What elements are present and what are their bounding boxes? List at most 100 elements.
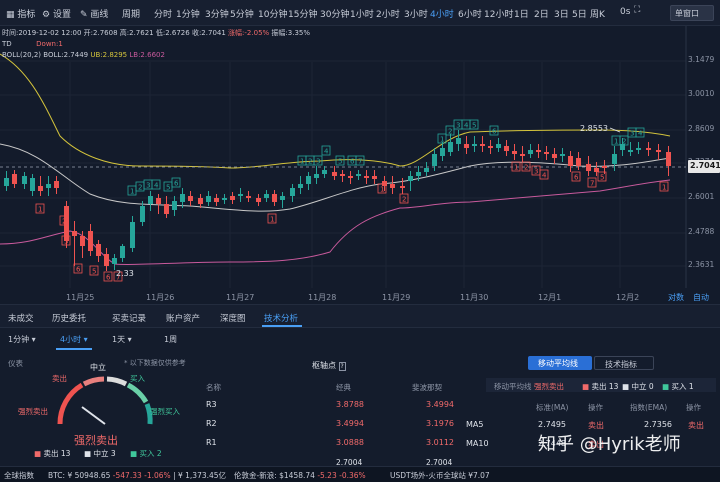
ma-col-op2: 操作 [686,403,701,412]
pivot-partial-classic: 2.7004 [336,458,363,466]
period-2[interactable]: 1分钟 [176,10,200,20]
candle-body-42 [356,174,361,176]
candle-body-35 [298,184,303,188]
td-buy-count-5: 6 [174,180,179,188]
candle-body-29 [246,196,251,198]
boll-middle-band [0,143,671,212]
td-buy-box-5 [171,177,181,188]
candle-body-27 [230,196,235,200]
tab-4[interactable]: 深度图 [220,314,246,324]
tab-technical-indicators[interactable]: 技术指标 [594,356,654,370]
candle-body-3 [30,178,35,191]
period-7[interactable]: 30分钟 [320,10,350,20]
td-buy-count-18: 6 [492,128,497,136]
time-tick-6: 12月1 [538,293,562,302]
ma-col-ema: 指数(EMA) [630,403,668,412]
tab-moving-average[interactable]: 移动平均线 [528,356,592,370]
time-tick-1: 11月26 [146,293,175,302]
candle-body-33 [280,196,285,200]
indicator-button[interactable]: ▦ 指标 [6,10,36,20]
pivot-name-0: R3 [206,400,217,409]
candle-body-40 [340,174,345,176]
refresh-interval[interactable]: 0s [620,7,631,17]
fullscreen-icon[interactable]: ⛶ [634,5,641,15]
ma-ema-0: 2.7356 [644,420,672,429]
ma-col-op: 操作 [588,403,603,412]
period-3[interactable]: 3分钟 [205,10,229,20]
candle-body-39 [332,172,337,176]
ma-sma-1: 2.7448 [538,439,566,448]
td-buy-count-16: 4 [464,122,469,130]
td-sell-box-13 [539,169,549,180]
candle-body-69 [576,158,581,166]
td-sell-box-16 [597,171,607,182]
period-5[interactable]: 10分钟 [258,10,288,20]
interval-select-1[interactable]: 1分钟 ▾ [8,335,36,344]
candle-body-10 [88,231,93,251]
candle-body-55 [464,144,469,148]
ma-op-1: 卖出 [588,440,604,449]
log-scale-button[interactable]: 对数 [668,293,684,302]
period-11[interactable]: 4小时 [430,10,454,20]
candle-body-1 [12,174,17,184]
candle-body-73 [612,154,617,164]
candle-body-28 [238,194,243,196]
tab-5[interactable]: 技术分析 [264,314,299,324]
td-buy-count-9: 4 [324,148,329,156]
pivot-title: 枢轴点 ? [312,361,346,371]
period-10[interactable]: 3小时 [404,10,428,20]
single-window-button[interactable]: 单窗口 [670,5,714,21]
candle-body-11 [96,244,101,256]
period-13[interactable]: 12小时 [484,10,514,20]
period-16[interactable]: 3日 [554,10,569,20]
period-1[interactable]: 分时 [154,10,173,20]
candle-body-18 [156,198,161,204]
tab-1[interactable]: 历史委托 [52,314,87,324]
interval-select-4[interactable]: 1周 [164,335,178,344]
candle-body-61 [512,151,517,154]
candle-body-44 [372,176,377,179]
tab-0[interactable]: 未成交 [8,314,34,324]
td-legend: TD Down:1 [2,40,63,48]
period-17[interactable]: 5日 [572,10,587,20]
current-price-badge: 2.7041 [688,160,720,173]
td-buy-count-22: 4 [638,130,643,138]
draw-button[interactable]: ✎ 画线 [80,10,109,20]
status-bar: 全球指数 BTC: ¥ 50948.65 -547.33 -1.06% | ¥ … [0,466,720,482]
tab-3[interactable]: 账户资产 [166,314,201,324]
td-sell-count-11: 2 [524,164,528,172]
period-0[interactable]: 周期 [122,10,141,20]
interval-select-3[interactable]: 1天 ▾ [112,335,132,344]
gauge-strong-sell: 强烈卖出 [18,407,48,416]
td-buy-count-11: 6 [350,158,355,166]
td-buy-count-8: 3 [316,158,320,166]
ma-op2-0: 卖出 [688,421,704,430]
td-buy-count-19: 1 [614,138,618,146]
auto-scale-button[interactable]: 自动 [693,293,709,302]
period-14[interactable]: 1日 [514,10,529,20]
period-9[interactable]: 2小时 [376,10,400,20]
period-18[interactable]: 周K [590,10,605,20]
period-4[interactable]: 5分钟 [230,10,254,20]
pivot-classic-2: 3.0888 [336,438,364,447]
period-15[interactable]: 2日 [534,10,549,20]
candle-body-53 [448,142,453,152]
td-sell-count-13: 4 [542,172,547,180]
interval-select-2[interactable]: 4小时 ▾ [60,335,88,344]
pivot-classic-0: 3.8788 [336,400,364,409]
global-index-label[interactable]: 全球指数 [4,471,34,480]
td-buy-box-3 [151,179,161,190]
candle-body-75 [628,150,633,152]
candle-body-31 [264,194,269,198]
period-12[interactable]: 6小时 [458,10,482,20]
td-buy-box-17 [469,119,479,130]
td-sell-count-16: 5 [600,174,604,182]
td-sell-box-1 [61,235,71,246]
candle-body-54 [456,138,461,144]
period-6[interactable]: 15分钟 [288,10,318,20]
period-8[interactable]: 1小时 [350,10,374,20]
tab-2[interactable]: 买卖记录 [112,314,147,324]
settings-button[interactable]: ⚙ 设置 [42,10,71,20]
